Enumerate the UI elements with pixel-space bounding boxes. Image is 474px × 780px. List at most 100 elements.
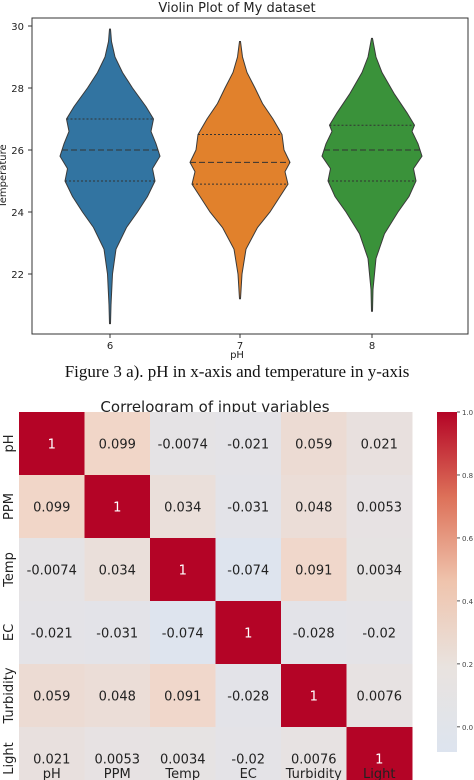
violin-x-tick-label: 6 <box>107 341 113 352</box>
heatmap-x-tick-label: EC <box>240 767 257 780</box>
heatmap-cell <box>84 538 151 602</box>
heatmap-cell <box>215 412 282 476</box>
heatmap-cell <box>215 475 282 539</box>
heatmap-x-tick-label: pH <box>43 767 61 780</box>
heatmap-cell-label: 0.0034 <box>160 753 206 768</box>
heatmap-cell <box>84 664 151 728</box>
heatmap-y-tick-label: pH <box>2 434 17 452</box>
colorbar <box>437 412 457 752</box>
heatmap-cell <box>84 601 151 665</box>
heatmap-cell-label: 1 <box>48 438 56 453</box>
heatmap-cell-label: 0.099 <box>99 438 136 453</box>
heatmap-cell <box>150 538 216 602</box>
heatmap-cell <box>150 664 216 728</box>
heatmap-cell-label: -0.021 <box>31 627 73 642</box>
heatmap-x-tick-label: Temp <box>164 767 200 780</box>
heatmap-cell-label: 1 <box>113 501 121 516</box>
violin-y-axis-label: Temperature <box>0 144 9 208</box>
heatmap-cell <box>346 601 413 665</box>
heatmap-axis-labels: pH pH PPM PPM Temp Temp EC EC Turbidity Turbidity… <box>2 434 395 780</box>
heatmap-cell-label: 0.091 <box>164 690 201 705</box>
violin-x-tick-label: 7 <box>237 341 243 352</box>
heatmap-cell-label: -0.031 <box>96 627 138 642</box>
violin-y-tick-label: 26 <box>11 146 24 157</box>
heatmap-y-tick-label: PPM <box>2 493 17 520</box>
violin-bodies <box>59 28 423 325</box>
heatmap-cell <box>281 664 347 728</box>
heatmap-cell <box>19 664 85 728</box>
violin-y-tick-label: 28 <box>11 84 24 95</box>
violin-plot-frame <box>31 17 469 335</box>
heatmap-cell <box>19 475 85 539</box>
heatmap-x-tick-label: PPM <box>104 767 131 780</box>
heatmap-x-tick-label: Light <box>363 767 395 780</box>
heatmap-cell-label: 0.021 <box>361 438 398 453</box>
violin-body-6 <box>59 28 161 325</box>
violin-body-8 <box>321 37 423 312</box>
heatmap-y-tick-label: EC <box>2 624 17 641</box>
colorbar-tick-label: 1.0 <box>462 409 473 417</box>
heatmap-cell-label: 1 <box>244 627 252 642</box>
figure-caption: Figure 3 a). pH in x-axis and temperatur… <box>64 362 410 381</box>
violin-title: Violin Plot of My dataset <box>158 1 315 16</box>
heatmap-cell-label: -0.02 <box>362 627 396 642</box>
heatmap-cell-label: 0.034 <box>164 501 201 516</box>
heatmap-cell-label: 0.091 <box>295 564 332 579</box>
heatmap-cell <box>346 412 413 476</box>
heatmap-cell-label: -0.074 <box>227 564 269 579</box>
heatmap-cell <box>19 727 85 780</box>
colorbar-tick-label: 0.2 <box>462 661 473 669</box>
heatmap-cell <box>281 412 347 476</box>
heatmap-cell <box>150 601 216 665</box>
heatmap-cell <box>84 412 151 476</box>
colorbar-tick-label: 0.6 <box>462 535 474 543</box>
heatmap-y-tick-label: Turbidity <box>2 667 17 724</box>
heatmap-cell <box>150 412 216 476</box>
heatmap-cell-label: 0.048 <box>295 501 332 516</box>
heatmap-cell-label: -0.0074 <box>158 438 208 453</box>
heatmap-cell-label: -0.028 <box>227 690 269 705</box>
violin-body-7 <box>189 41 291 300</box>
heatmap-cell <box>84 475 151 539</box>
heatmap-cell-label: 1 <box>375 753 383 768</box>
heatmap-cell-label: 1 <box>179 564 187 579</box>
heatmap-cell-label: 0.0076 <box>357 690 403 705</box>
violin-ticks: 22 24 26 28 30 6 7 8 <box>11 22 375 352</box>
heatmap-cell-label: 0.0076 <box>291 753 337 768</box>
heatmap-cell <box>215 727 282 780</box>
colorbar-ticks: 1.0 0.8 0.6 0.4 0.2 0.0 <box>457 409 474 732</box>
heatmap-cell <box>346 475 413 539</box>
heatmap-cell <box>346 664 413 728</box>
colorbar-tick-label: 0.4 <box>462 598 474 606</box>
heatmap-cell <box>215 664 282 728</box>
correlogram-chart: Correlogram of input variables 1 0.099 -0.… <box>2 398 474 780</box>
violin-y-tick-label: 22 <box>11 270 24 281</box>
colorbar-tick-label: 0.0 <box>462 724 473 732</box>
violin-y-tick-label: 30 <box>11 22 24 33</box>
heatmap-cell-label: -0.0074 <box>27 564 77 579</box>
heatmap-cell-label: 0.059 <box>33 690 70 705</box>
heatmap-cell-label: 0.021 <box>33 753 70 768</box>
heatmap-cell <box>19 601 85 665</box>
heatmap-cell-label: -0.02 <box>231 753 265 768</box>
heatmap-cell-label: 0.0053 <box>95 753 141 768</box>
heatmap-cell <box>19 538 85 602</box>
heatmap-y-tick-label: Temp <box>2 552 17 588</box>
heatmap-cell-label: -0.074 <box>162 627 204 642</box>
heatmap-cell-label: 0.048 <box>99 690 136 705</box>
heatmap-cell <box>84 727 151 780</box>
heatmap-cell-label: 0.0034 <box>357 564 403 579</box>
heatmap-cell <box>281 538 347 602</box>
heatmap-cell <box>150 727 216 780</box>
heatmap-cell-label: 1 <box>310 690 318 705</box>
violin-x-axis-label: pH <box>230 350 244 361</box>
heatmap-x-tick-label: Turbidity <box>285 767 342 780</box>
heatmap-cell-label: -0.021 <box>227 438 269 453</box>
heatmap-cell <box>150 475 216 539</box>
colorbar-tick-label: 0.8 <box>462 472 473 480</box>
heatmap-y-tick-label: Light <box>2 742 17 774</box>
violin-chart: Violin Plot of My dataset Temperature pH… <box>0 1 469 361</box>
heatmap-cell <box>281 601 347 665</box>
heatmap-cell <box>215 538 282 602</box>
